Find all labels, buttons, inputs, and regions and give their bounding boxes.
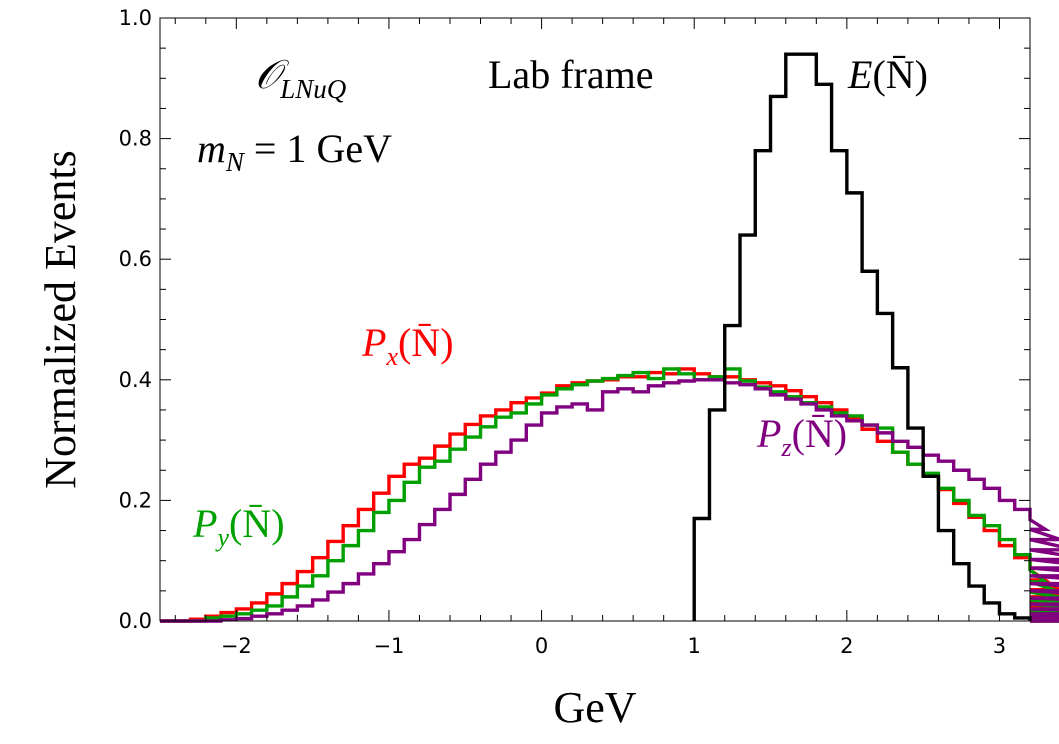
- x-tick-label: 3: [993, 634, 1006, 658]
- series-label-e-main: E: [847, 52, 872, 97]
- mass-subscript: N: [225, 147, 246, 177]
- x-tick-label: 2: [840, 634, 853, 658]
- y-tick-label: 0.2: [119, 488, 152, 512]
- series-label-py-sub: y: [214, 523, 229, 552]
- operator-annotation: 𝒪LNuQ: [255, 52, 346, 104]
- series-label-py-main: P: [192, 501, 217, 546]
- series-px-line: [160, 367, 1059, 623]
- x-tick-label: 1: [688, 634, 701, 658]
- series-label-pz-sub: z: [780, 433, 791, 462]
- series-pz-line: [160, 378, 1059, 623]
- y-tick-label: 0.8: [119, 127, 152, 151]
- mass-annotation: mN = 1 GeV: [197, 126, 392, 177]
- series-e-line: [692, 52, 1032, 621]
- series-label-px-sub: x: [385, 342, 398, 371]
- plot-frame: [159, 17, 1031, 622]
- y-tick-label: 0.0: [119, 609, 152, 633]
- tick-layer: −2 −1 0 1 2 3 0.0 0.2 0.4 0.6 0.8 1.0: [119, 6, 1031, 658]
- mass-value: = 1 GeV: [244, 126, 392, 171]
- series-label-pz: Pz(N̄): [756, 411, 847, 462]
- x-axis-title: GeV: [553, 683, 636, 732]
- x-tick-label: −2: [221, 634, 252, 658]
- series-py-line: [160, 367, 1059, 623]
- series-label-e-rest: (N̄): [872, 52, 928, 97]
- series-label-px-rest: (N̄): [398, 320, 454, 365]
- y-tick-label: 1.0: [119, 6, 152, 30]
- operator-subscript: LNuQ: [279, 74, 346, 104]
- mass-symbol: m: [197, 126, 226, 171]
- x-tick-label: 0: [535, 634, 548, 658]
- series-label-px-main: P: [361, 320, 386, 365]
- series-label-e: E(N̄): [847, 52, 928, 97]
- series-label-pz-rest: (N̄): [792, 411, 848, 456]
- series-label-px: Px(N̄): [361, 320, 454, 371]
- x-tick-label: −1: [373, 634, 404, 658]
- series-layer: [160, 52, 1059, 623]
- y-axis-title: Normalized Events: [36, 150, 85, 488]
- series-label-py-rest: (N̄): [229, 501, 285, 546]
- y-tick-label: 0.4: [119, 368, 152, 392]
- y-tick-label: 0.6: [119, 247, 152, 271]
- series-label-pz-main: P: [756, 411, 781, 456]
- series-label-py: Py(N̄): [192, 501, 285, 552]
- frame-annotation: Lab frame: [488, 52, 653, 97]
